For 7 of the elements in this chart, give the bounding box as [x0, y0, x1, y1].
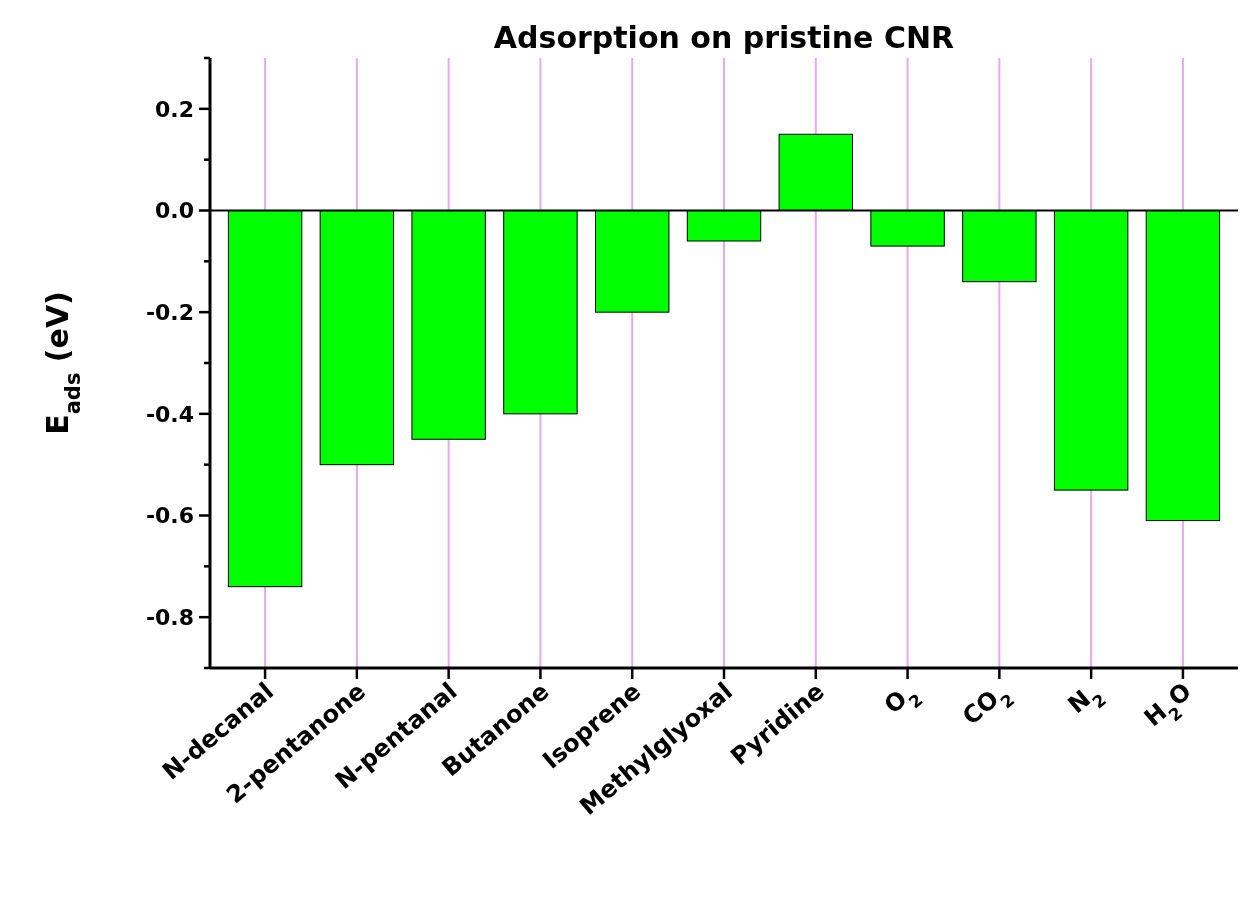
chart-title: Adsorption on pristine CNR [493, 20, 955, 55]
y-tick-label: 0.2 [155, 96, 194, 122]
y-tick-label: -0.2 [145, 299, 194, 325]
y-tick-label: -0.8 [145, 604, 194, 630]
y-tick-label: -0.4 [145, 401, 194, 427]
y-tick-label: 0.0 [155, 198, 194, 224]
y-tick-label: -0.6 [145, 503, 194, 529]
